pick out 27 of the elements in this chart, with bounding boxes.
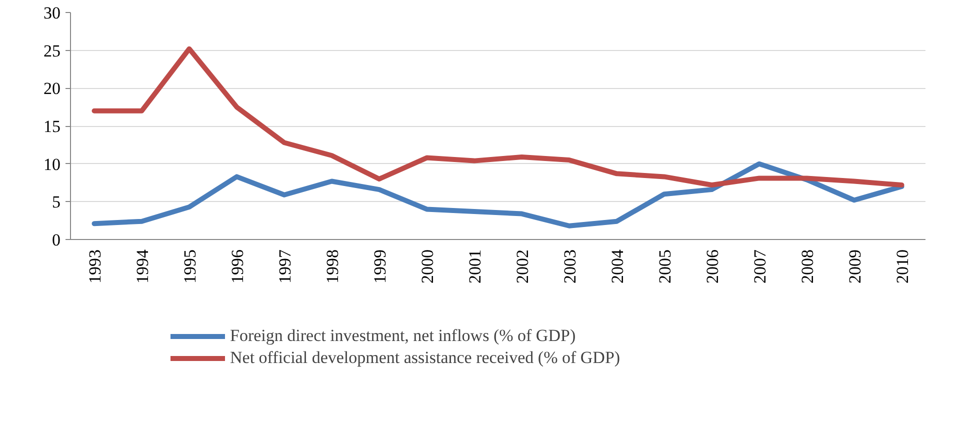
x-tick-label: 2009: [845, 250, 864, 284]
x-tick-label: 1997: [275, 249, 294, 284]
y-tick-label: 25: [44, 41, 60, 60]
x-tick-label: 2007: [750, 249, 770, 284]
x-tick-label: 1994: [132, 249, 152, 284]
x-tick-label: 2005: [655, 250, 674, 284]
x-tick-label: 2006: [702, 250, 722, 284]
x-tick-label: 1998: [322, 250, 342, 284]
y-tick-label: 0: [52, 230, 60, 250]
y-tick-label: 20: [44, 79, 60, 98]
x-tick-label: 2008: [798, 250, 817, 284]
x-tick-label: 2004: [608, 249, 627, 284]
x-tick-label: 2003: [560, 250, 580, 284]
legend-label: Net official development assistance received (% of GDP): [230, 348, 620, 368]
x-tick-label: 2001: [465, 250, 484, 284]
legend-label: Foreign direct investment, net inflows (% of GDP): [230, 326, 576, 346]
y-tick-label: 10: [44, 154, 60, 174]
x-tick-label: 1996: [228, 250, 247, 284]
y-tick-label: 15: [44, 117, 60, 136]
y-tick-label: 5: [52, 192, 60, 212]
x-tick-label: 1993: [85, 250, 104, 284]
y-tick-label: 30: [44, 4, 60, 22]
x-tick-label: 1995: [180, 250, 200, 284]
x-tick-label: 1999: [370, 250, 390, 284]
x-tick-label: 2010: [892, 250, 912, 284]
x-tick-label: 2002: [512, 250, 532, 284]
x-tick-label: 2000: [418, 250, 437, 284]
